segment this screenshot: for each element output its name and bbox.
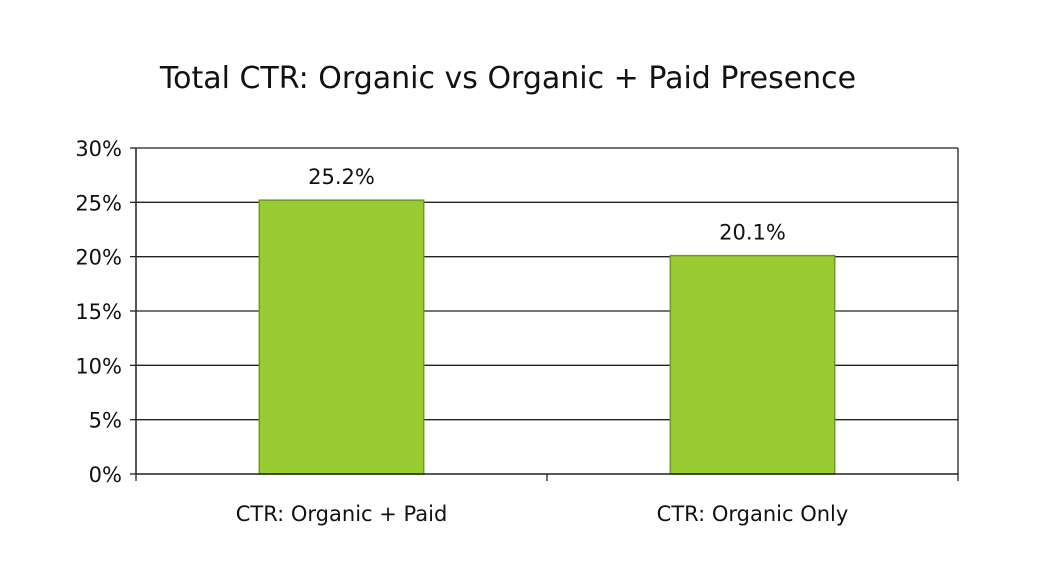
axes: 0% 5% 10% 15% 20% 25% 30% CTR: Organic + Paid CT… [75, 137, 959, 526]
y-tick-label: 15% [75, 300, 122, 324]
y-tick-label: 25% [75, 191, 122, 215]
y-tick-label: 10% [75, 354, 122, 378]
data-label: 20.1% [719, 221, 786, 245]
y-tick-label: 30% [75, 137, 122, 161]
x-category-label: CTR: Organic + Paid [236, 502, 448, 526]
y-tick-label: 0% [89, 463, 122, 487]
chart-title: Total CTR: Organic vs Organic + Paid Pre… [159, 61, 856, 96]
y-tick-label: 5% [89, 409, 122, 433]
x-category-label: CTR: Organic Only [657, 502, 849, 526]
data-labels: 25.2% 20.1% [308, 165, 786, 244]
bar [258, 199, 425, 475]
y-tick-label: 20% [75, 246, 122, 270]
data-label: 25.2% [308, 165, 375, 189]
bar [669, 254, 836, 475]
bars [258, 199, 836, 475]
